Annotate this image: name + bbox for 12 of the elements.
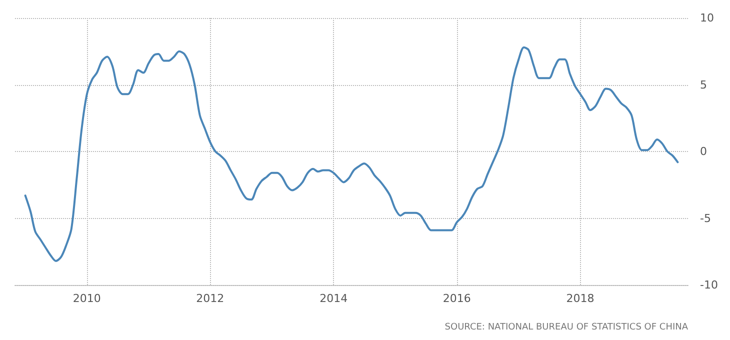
x-tick-label: 2018 [566, 292, 594, 305]
x-tick-label: 2016 [442, 292, 471, 305]
y-tick-label: -10 [700, 278, 718, 292]
y-tick-label: 0 [700, 145, 707, 158]
y-tick-label: 5 [700, 78, 707, 92]
x-tick-label: 2010 [72, 292, 101, 305]
source-note: SOURCE: NATIONAL BUREAU OF STATISTICS OF CHINA [444, 322, 689, 332]
x-tick-label: 2012 [196, 292, 224, 305]
y-tick-label: 10 [700, 12, 714, 24]
x-tick-label: 2014 [320, 292, 348, 305]
y-tick-label: -5 [700, 212, 711, 225]
line-series [24, 46, 679, 262]
